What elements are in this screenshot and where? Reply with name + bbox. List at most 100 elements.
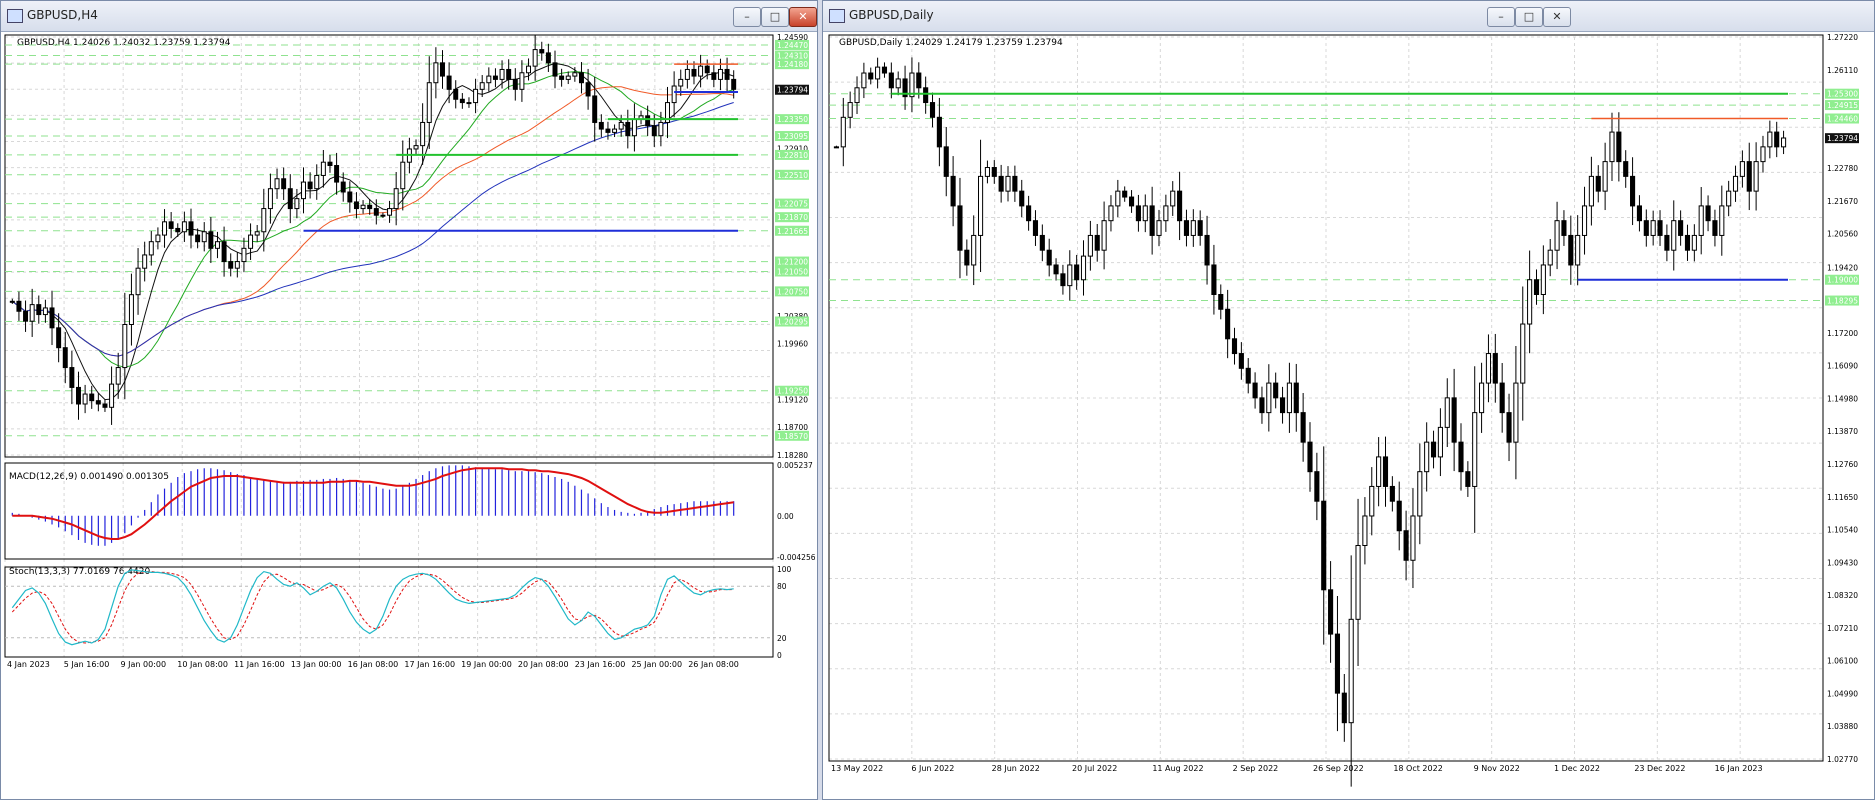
candle-body xyxy=(1286,382,1292,414)
x-tick-label: 23 Dec 2022 xyxy=(1634,764,1685,773)
candle-body xyxy=(1540,264,1546,295)
candle-body xyxy=(565,75,571,80)
candle-body xyxy=(1108,205,1114,222)
y-tick-label: 1.23794 xyxy=(1827,134,1858,143)
candle-body xyxy=(592,95,598,123)
candle-body xyxy=(1328,589,1334,635)
candle-body xyxy=(320,161,326,176)
candle-body xyxy=(373,208,379,216)
candle-body xyxy=(499,68,505,80)
candle-body xyxy=(453,88,459,100)
y-tick-label: 1.19960 xyxy=(777,340,808,349)
y-tick-label: 1.07210 xyxy=(1827,624,1858,633)
candle-body xyxy=(833,146,839,149)
h4-chart-window[interactable]: GBPUSD,H4 – □ ✕ GBPUSD,H4 1.24026 1.2403… xyxy=(0,0,818,800)
candle-body xyxy=(1307,441,1313,473)
candle-body xyxy=(440,62,445,77)
candle-body xyxy=(1575,234,1581,266)
x-tick-label: 17 Jan 16:00 xyxy=(404,660,455,669)
x-tick-label: 10 Jan 08:00 xyxy=(177,660,228,669)
candle-body xyxy=(1746,161,1752,192)
level-tag-bg xyxy=(775,59,809,70)
x-tick-label: 20 Jul 2022 xyxy=(1072,764,1117,773)
x-tick-label: 13 May 2022 xyxy=(831,764,883,773)
candle-body xyxy=(221,241,227,263)
candle-body xyxy=(1520,323,1526,384)
candle-body xyxy=(612,128,618,133)
candle-body xyxy=(1382,456,1389,487)
y-tick-label: 1.20380 xyxy=(777,312,808,321)
x-tick-label: 18 Oct 2022 xyxy=(1393,764,1442,773)
candle-body xyxy=(314,174,320,190)
y-tick-label: 1.10540 xyxy=(1827,526,1858,535)
candle-body xyxy=(1499,382,1505,414)
candle-body xyxy=(888,72,894,89)
candle-body xyxy=(1039,234,1045,251)
h4-chart-canvas[interactable]: GBPUSD,H4 1.24026 1.24032 1.23759 1.2379… xyxy=(1,31,817,799)
candle-body xyxy=(1650,220,1656,236)
candle-body xyxy=(1767,131,1773,148)
y-tick-label: 1.19000 xyxy=(1827,276,1858,285)
level-tag-bg xyxy=(775,316,809,327)
candle-body xyxy=(1300,412,1306,443)
y-tick-label: 1.25300 xyxy=(1827,90,1858,99)
candle-body xyxy=(618,121,624,130)
level-tag-bg xyxy=(775,50,809,61)
candle-body xyxy=(1774,131,1780,148)
candle-body xyxy=(347,191,353,203)
candle-body xyxy=(1396,500,1402,532)
candle-body xyxy=(1321,500,1327,591)
level-tag-bg xyxy=(1825,295,1859,306)
close-button[interactable]: ✕ xyxy=(789,7,817,27)
y-tick-label: 1.23794 xyxy=(777,86,808,95)
candle-body xyxy=(1726,190,1732,207)
x-tick-label: 20 Jan 08:00 xyxy=(518,660,569,669)
candle-body xyxy=(1012,175,1018,192)
daily-chart-window[interactable]: GBPUSD,Daily – □ ✕ GBPUSD,Daily 1.24029 … xyxy=(822,0,1875,800)
candle-body xyxy=(519,72,525,90)
candle-body xyxy=(1657,220,1663,236)
level-tag-bg xyxy=(775,266,809,277)
candle-body xyxy=(526,65,532,74)
candle-body xyxy=(1554,220,1560,251)
candle-body xyxy=(1712,220,1718,236)
candle-body xyxy=(1238,353,1244,369)
close-button[interactable]: ✕ xyxy=(1543,7,1571,27)
minimize-button[interactable]: – xyxy=(1487,7,1515,27)
x-tick-label: 1 Dec 2022 xyxy=(1554,764,1600,773)
candle-body xyxy=(1739,161,1745,177)
candle-body xyxy=(1424,441,1430,473)
candle-body xyxy=(1527,279,1533,325)
candle-body xyxy=(122,323,128,369)
stoch-main-line xyxy=(11,569,734,646)
level-tag-bg xyxy=(775,385,809,396)
h4-window-titlebar[interactable]: GBPUSD,H4 – □ ✕ xyxy=(1,1,817,32)
daily-window-titlebar[interactable]: GBPUSD,Daily – □ ✕ xyxy=(823,1,1874,32)
maximize-button[interactable]: □ xyxy=(761,7,789,27)
y-tick-label: 1.23350 xyxy=(777,115,808,124)
minimize-button[interactable]: – xyxy=(733,7,761,27)
candle-body xyxy=(1197,220,1203,236)
candle-body xyxy=(1513,382,1519,443)
candle-body xyxy=(82,393,88,405)
candle-body xyxy=(1472,412,1478,487)
y-tick-label: 1.11650 xyxy=(1827,493,1858,502)
candle-body xyxy=(1698,205,1704,236)
y-tick-label: 1.06100 xyxy=(1827,657,1858,666)
candle-body xyxy=(943,146,949,177)
candle-body xyxy=(181,221,187,233)
y-tick-label: 1.22075 xyxy=(777,200,808,209)
maximize-button[interactable]: □ xyxy=(1515,7,1543,27)
moving-average-line xyxy=(11,71,734,368)
daily-chart-canvas[interactable]: GBPUSD,Daily 1.24029 1.24179 1.23759 1.2… xyxy=(823,31,1874,799)
candle-body xyxy=(1705,205,1711,222)
y-tick-label: 1.21665 xyxy=(777,227,808,236)
y-tick-label: 1.08320 xyxy=(1827,591,1858,600)
candle-body xyxy=(971,234,977,266)
candle-body xyxy=(1245,367,1251,384)
y-tick-label: 1.21670 xyxy=(1827,197,1858,206)
y-tick-label: 1.16090 xyxy=(1827,362,1858,371)
candle-body xyxy=(1403,530,1409,561)
candle-body xyxy=(724,68,730,80)
candle-body xyxy=(658,121,664,137)
